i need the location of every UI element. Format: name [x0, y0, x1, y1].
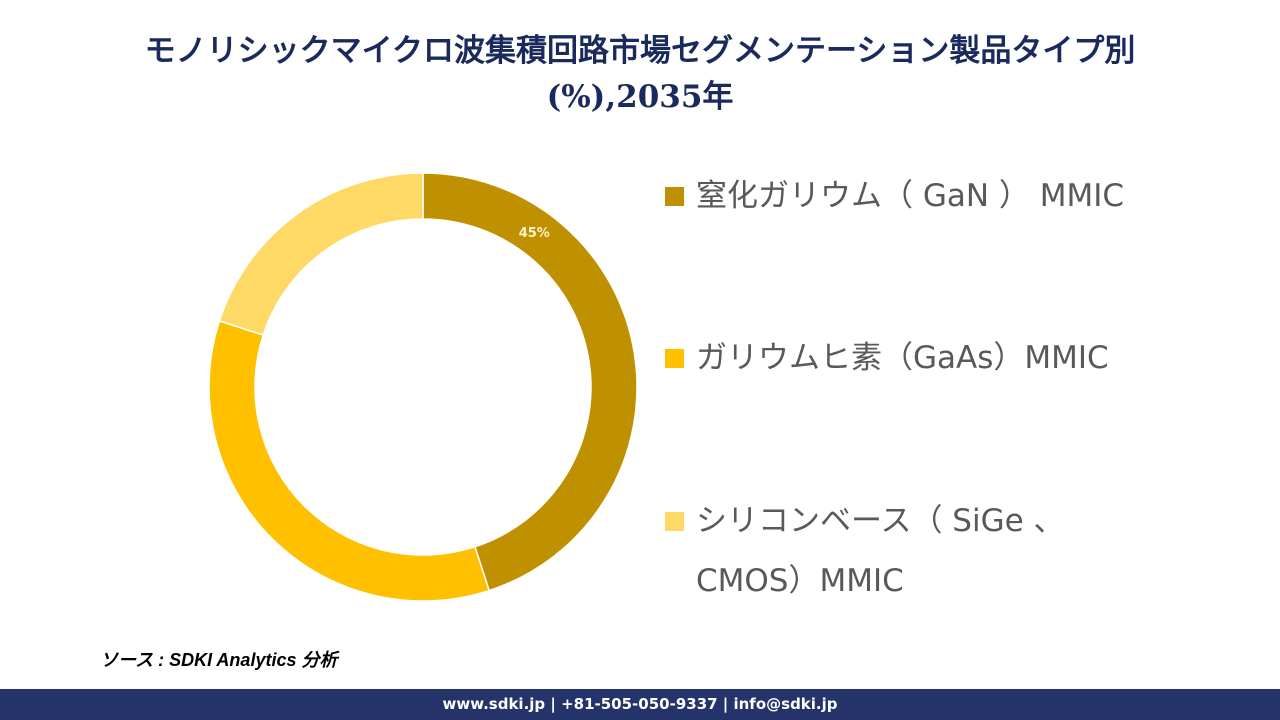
donut-slice-2	[208, 319, 491, 602]
legend-label-silicon-line2: CMOS）MMIC	[696, 563, 904, 599]
chart-title: モノリシックマイクロ波集積回路市場セグメンテーション製品タイプ別 (%),203…	[0, 28, 1280, 120]
legend-swatch-silicon	[665, 512, 684, 531]
chart-title-line1: モノリシックマイクロ波集積回路市場セグメンテーション製品タイプ別	[144, 33, 1136, 69]
footer-contact: www.sdki.jp | +81-505-050-9337 | info@sd…	[442, 695, 838, 713]
source-note: ソース : SDKI Analytics 分析	[100, 650, 338, 670]
legend-swatch-gaas	[665, 349, 684, 368]
legend-label-gaas: ガリウムヒ素（GaAs）MMIC	[696, 340, 1109, 376]
chart-title-line2: (%),2035年	[546, 79, 734, 115]
legend-label-silicon: シリコンベース（ SiGe 、 CMOS）MMIC	[696, 491, 1065, 611]
donut-slice-1	[422, 172, 638, 592]
footer-bar: www.sdki.jp | +81-505-050-9337 | info@sd…	[0, 689, 1280, 720]
legend-label-gan: 窒化ガリウム（ GaN ） MMIC	[696, 178, 1125, 214]
legend-swatch-gan	[665, 187, 684, 206]
donut-slice-3	[218, 172, 424, 337]
slice-data-label: 45%	[519, 226, 550, 241]
legend-label-silicon-line1: シリコンベース（ SiGe 、	[696, 503, 1065, 539]
